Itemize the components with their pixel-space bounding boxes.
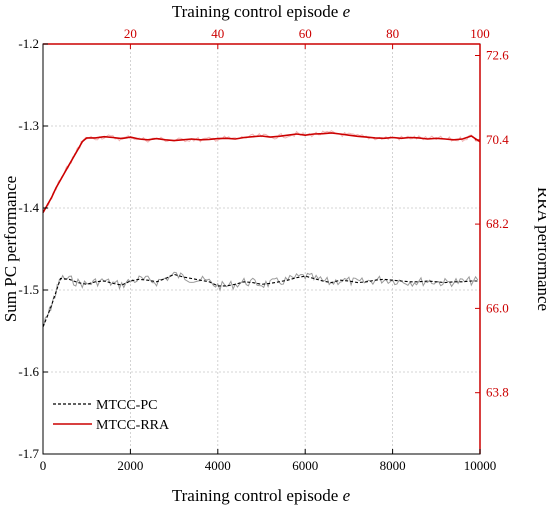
y-right-tick-label: 72.6 (486, 47, 509, 62)
series-raw-0 (42, 271, 479, 328)
x-bottom-title: Training control episode e (172, 486, 351, 505)
x-bottom-tick-label: 0 (40, 458, 47, 473)
x-top-tick-label: 60 (299, 26, 312, 41)
y-right-tick-label: 68.2 (486, 216, 509, 231)
x-bottom-tick-label: 10000 (464, 458, 497, 473)
x-top-title: Training control episode e (172, 2, 351, 21)
x-top-tick-label: 80 (386, 26, 399, 41)
x-top-tick-label: 40 (211, 26, 224, 41)
y-left-tick-label: -1.6 (18, 364, 39, 379)
y-right-tick-label: 70.4 (486, 132, 509, 147)
legend-label-pc: MTCC-PC (96, 398, 157, 413)
y-right-tick-label: 63.8 (486, 385, 509, 400)
ticks: 0 2000 4000 6000 8000 10000 20 40 60 80 100 -1.7 -1.… (18, 26, 509, 473)
x-top-title-text: Training control episode (172, 2, 343, 21)
x-top-tick-label: 100 (470, 26, 490, 41)
series-layer (42, 132, 481, 328)
x-bottom-tick-label: 2000 (117, 458, 143, 473)
series-line-0 (42, 273, 480, 328)
y-left-tick-label: -1.7 (18, 446, 39, 461)
y-right-tick-label: 66.0 (486, 300, 509, 315)
y-left-tick-label: -1.5 (18, 282, 39, 297)
plot-frame (42, 43, 481, 455)
x-bottom-title-var: e (343, 486, 351, 505)
y-left-tick-label: -1.4 (18, 200, 39, 215)
series-raw-1 (42, 130, 478, 213)
x-bottom-title-text: Training control episode (172, 486, 343, 505)
y-left-tick-label: -1.2 (18, 36, 39, 51)
y-left-tick-label: -1.3 (18, 118, 39, 133)
raw-series-layer (42, 130, 479, 328)
x-bottom-tick-label: 8000 (380, 458, 406, 473)
y-left-title: Sum PC performance (1, 176, 20, 322)
grid (43, 44, 480, 454)
series-line-1 (42, 132, 481, 213)
x-bottom-tick-label: 6000 (292, 458, 318, 473)
y-right-title: RRA performance (534, 187, 546, 311)
x-bottom-tick-label: 4000 (205, 458, 231, 473)
legend-label-rra: MTCC-RRA (96, 418, 170, 433)
x-top-tick-label: 20 (124, 26, 137, 41)
legend: MTCC-PC MTCC-RRA (53, 398, 170, 433)
x-top-title-var: e (343, 2, 351, 21)
